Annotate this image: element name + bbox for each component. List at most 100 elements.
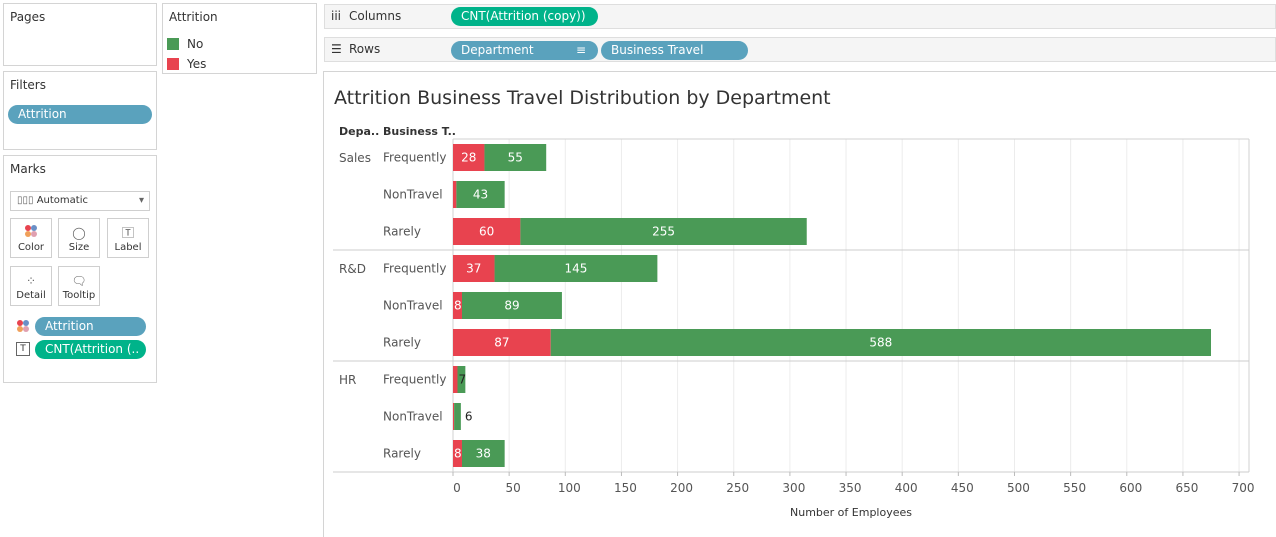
bar-segment-yes [453,144,485,171]
travel-category-label: NonTravel [383,188,443,202]
department-label: R&D [339,262,366,276]
mark-type-value: Automatic [36,195,88,206]
bar-segment-no [494,255,658,282]
data-label-no: 89 [504,299,519,313]
bar-segment-yes [453,292,462,319]
travel-category-label: Frequently [383,373,446,387]
bar-segment-no [456,181,505,208]
x-tick-label: 50 [506,481,521,495]
rows-icon: ☰ [331,42,342,56]
travel-category-label: NonTravel [383,410,443,424]
legend-label-no: No [187,37,204,51]
legend-item-yes[interactable]: Yes [167,56,206,72]
columns-icon: iii [331,9,342,23]
pages-title: Pages [10,10,46,24]
x-tick-label: 250 [726,481,749,495]
bar-segment-no [461,292,562,319]
data-label-no: 38 [476,447,491,461]
bar-segment-no [454,403,461,430]
department-label: HR [339,373,356,387]
x-tick-label: 650 [1175,481,1198,495]
color-button[interactable]: Color [10,218,52,258]
tooltip-icon: 🗨 [71,274,87,288]
data-label-no: 255 [652,225,675,239]
marks-title: Marks [10,162,46,176]
legend-swatch-yes [167,58,179,70]
detail-button[interactable]: ⁘ Detail [10,266,52,306]
row-header-department: Depa.. [339,125,379,138]
data-label-yes: 37 [466,262,481,276]
rows-pill-department[interactable]: Department ≡ [451,41,598,60]
columns-shelf-label: Columns [349,9,402,23]
size-button-label: Size [68,242,90,253]
bar-segment-yes [453,181,457,208]
bar-segment-yes [453,255,495,282]
rows-shelf-label: Rows [349,42,381,56]
data-label-yes: 8 [454,447,462,461]
data-label-yes: 87 [494,336,509,350]
travel-category-label: Frequently [383,151,446,165]
legend-item-no[interactable]: No [167,36,203,52]
travel-category-label: Rarely [383,447,421,461]
x-tick-label: 400 [895,481,918,495]
label-button[interactable]: 🅃 Label [107,218,149,258]
bar-segment-yes [453,403,455,430]
x-axis-label: Number of Employees [790,506,912,519]
mark-type-dropdown[interactable]: ▯▯▯ Automatic ▾ [10,191,150,211]
columns-pill[interactable]: CNT(Attrition (copy)) [451,7,598,26]
x-tick-label: 700 [1232,481,1255,495]
marks-pill-count[interactable]: CNT(Attrition (.. [35,340,146,359]
x-tick-label: 550 [1063,481,1086,495]
data-label-yes: 28 [461,151,476,165]
x-tick-label: 600 [1119,481,1142,495]
travel-category-label: Rarely [383,336,421,350]
x-tick-label: 150 [614,481,637,495]
data-label-no: 43 [473,188,488,202]
tooltip-button[interactable]: 🗨 Tooltip [58,266,100,306]
bar-chart-icon: ▯▯▯ [17,195,34,206]
pages-panel: Pages [3,3,157,66]
color-dots-icon [11,224,51,242]
data-label-yes: 8 [454,299,462,313]
data-label-no: 145 [565,262,588,276]
travel-category-label: Rarely [383,225,421,239]
bar-segment-yes [453,440,462,467]
color-dots-icon [16,319,30,336]
legend-swatch-no [167,38,179,50]
x-tick-label: 350 [839,481,862,495]
legend-panel: Attrition No Yes [162,3,317,74]
data-label-yes: 60 [479,225,494,239]
travel-category-label: Frequently [383,262,446,276]
bar-segment-no [550,329,1211,356]
legend-label-yes: Yes [187,57,207,71]
bar-segment-no [457,366,466,393]
x-tick-label: 100 [558,481,581,495]
bar-segment-no [484,144,547,171]
data-label-no: 588 [869,336,892,350]
chart-area [323,71,1276,537]
bar-segment-yes [453,366,458,393]
travel-category-label: NonTravel [383,299,443,313]
size-button[interactable]: ◯ Size [58,218,100,258]
data-label-no: 7 [458,373,466,387]
filters-panel: Filters Attrition [3,71,157,150]
tooltip-button-label: Tooltip [62,290,96,301]
department-label: Sales [339,151,371,165]
x-tick-label: 500 [1007,481,1030,495]
bar-segment-no [520,218,807,245]
label-button-label: Label [114,242,142,253]
sort-icon: ≡ [575,43,586,57]
x-tick-label: 200 [670,481,693,495]
bar-segment-no [461,440,505,467]
detail-button-label: Detail [16,290,46,301]
filter-pill-attrition[interactable]: Attrition [8,105,152,124]
x-tick-label: 450 [951,481,974,495]
label-icon: T [16,342,30,356]
x-tick-label: 0 [453,481,461,495]
detail-icon: ⁘ [25,274,37,288]
marks-pill-attrition[interactable]: Attrition [35,317,146,336]
x-tick-label: 300 [782,481,805,495]
rows-pill-business-travel[interactable]: Business Travel [601,41,748,60]
row-header-business-travel: Business T.. [383,125,456,138]
